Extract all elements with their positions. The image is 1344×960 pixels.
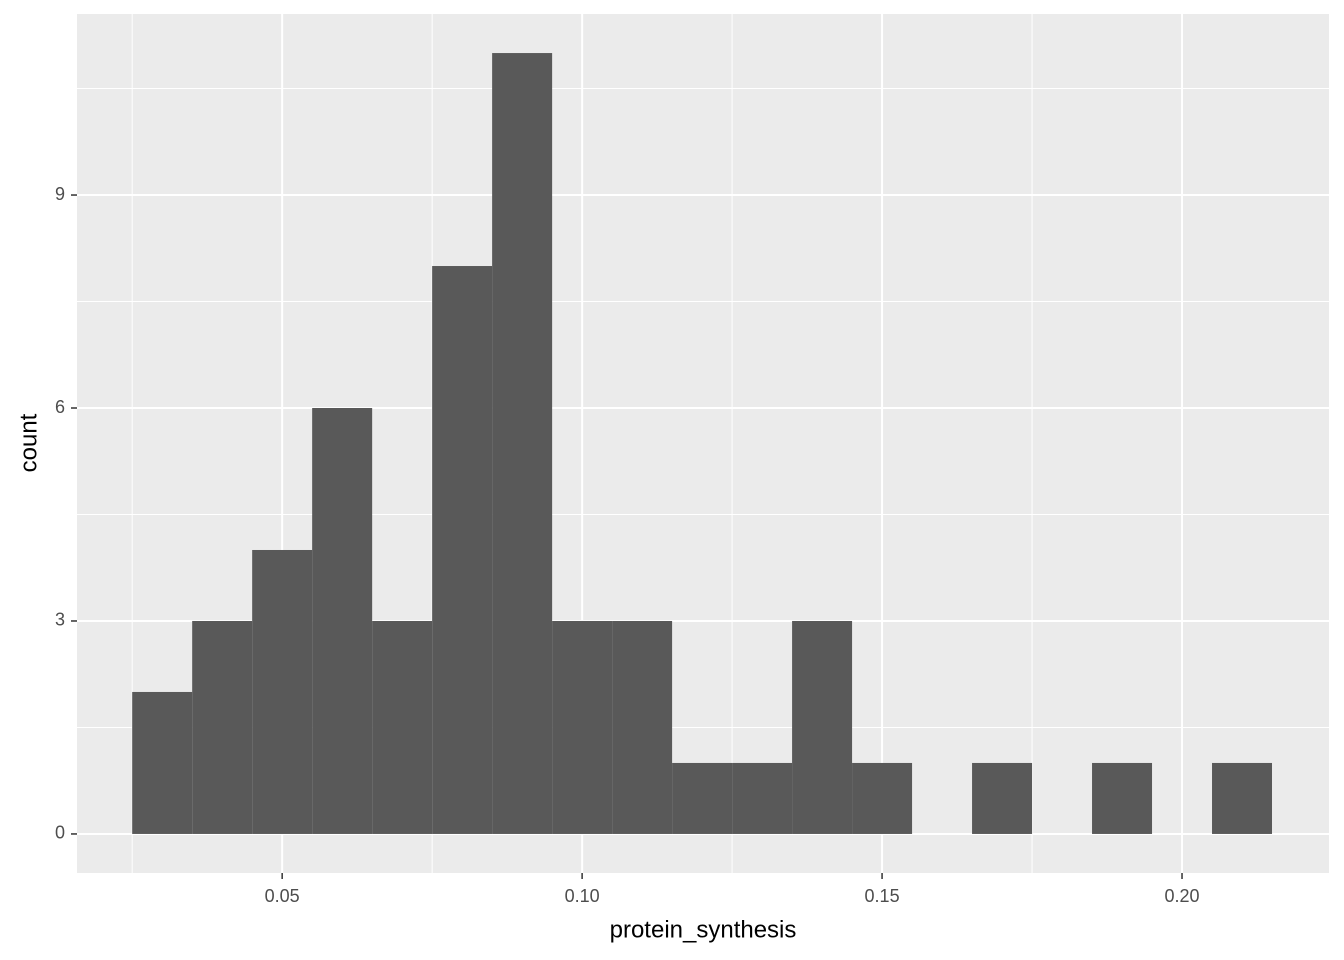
x-tick-label: 0.20 (1165, 886, 1200, 906)
bar (1212, 762, 1273, 834)
x-axis-title: protein_synthesis (610, 916, 797, 943)
y-tick-label: 9 (55, 184, 65, 204)
bar (672, 762, 733, 834)
bar (432, 266, 493, 834)
x-tick-label: 0.05 (265, 886, 300, 906)
bar (852, 762, 913, 834)
bar (792, 620, 853, 834)
y-tick-label: 6 (55, 397, 65, 417)
bar (732, 762, 793, 834)
bar (132, 691, 193, 834)
bar (972, 762, 1033, 834)
bar (312, 408, 373, 834)
y-axis-title: count (15, 413, 42, 472)
bar (372, 620, 433, 834)
y-tick-label: 0 (55, 823, 65, 843)
x-tick-label: 0.15 (865, 886, 900, 906)
x-tick-label: 0.10 (565, 886, 600, 906)
y-tick-label: 3 (55, 610, 65, 630)
bar (252, 549, 313, 834)
bar (1092, 762, 1153, 834)
bar (552, 620, 613, 834)
bar (192, 620, 253, 834)
bar (492, 53, 553, 834)
bar (612, 620, 673, 834)
